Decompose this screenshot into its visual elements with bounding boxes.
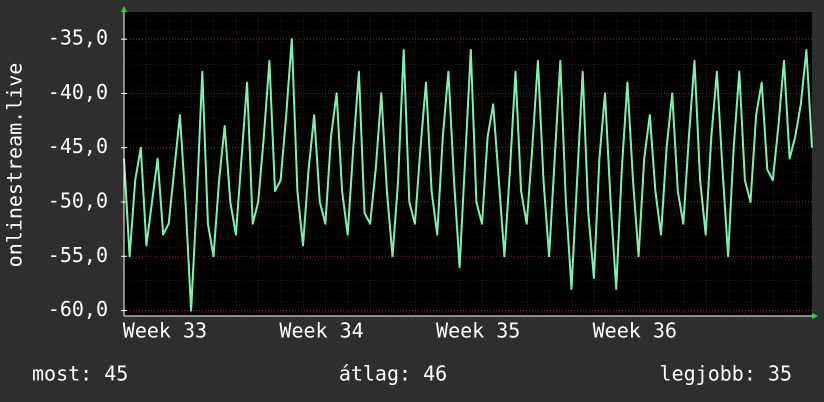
x-tick-label: Week 35 — [436, 319, 520, 343]
minor-grid — [124, 12, 812, 316]
y-tick-label: -45,0 — [48, 134, 108, 158]
plot — [123, 38, 813, 312]
x-tick-label: Week 34 — [279, 319, 363, 343]
footer-average: átlag: 46 — [339, 362, 447, 386]
x-arrow — [812, 313, 818, 319]
y-tick-label: -35,0 — [48, 26, 108, 50]
y-tick-label: -60,0 — [48, 297, 108, 321]
footer-best: legjobb: 35 — [660, 362, 792, 386]
y-arrow — [121, 6, 127, 12]
y-axis-label: onlinestream.live — [3, 63, 27, 268]
x-tick-label: Week 33 — [123, 319, 207, 343]
y-tick-label: -50,0 — [48, 189, 108, 213]
y-tick-label: -55,0 — [48, 243, 108, 267]
footer-current: most: 45 — [32, 362, 128, 386]
x-tick-label: Week 36 — [593, 319, 677, 343]
series-line — [123, 38, 813, 312]
y-tick-label: -40,0 — [48, 80, 108, 104]
